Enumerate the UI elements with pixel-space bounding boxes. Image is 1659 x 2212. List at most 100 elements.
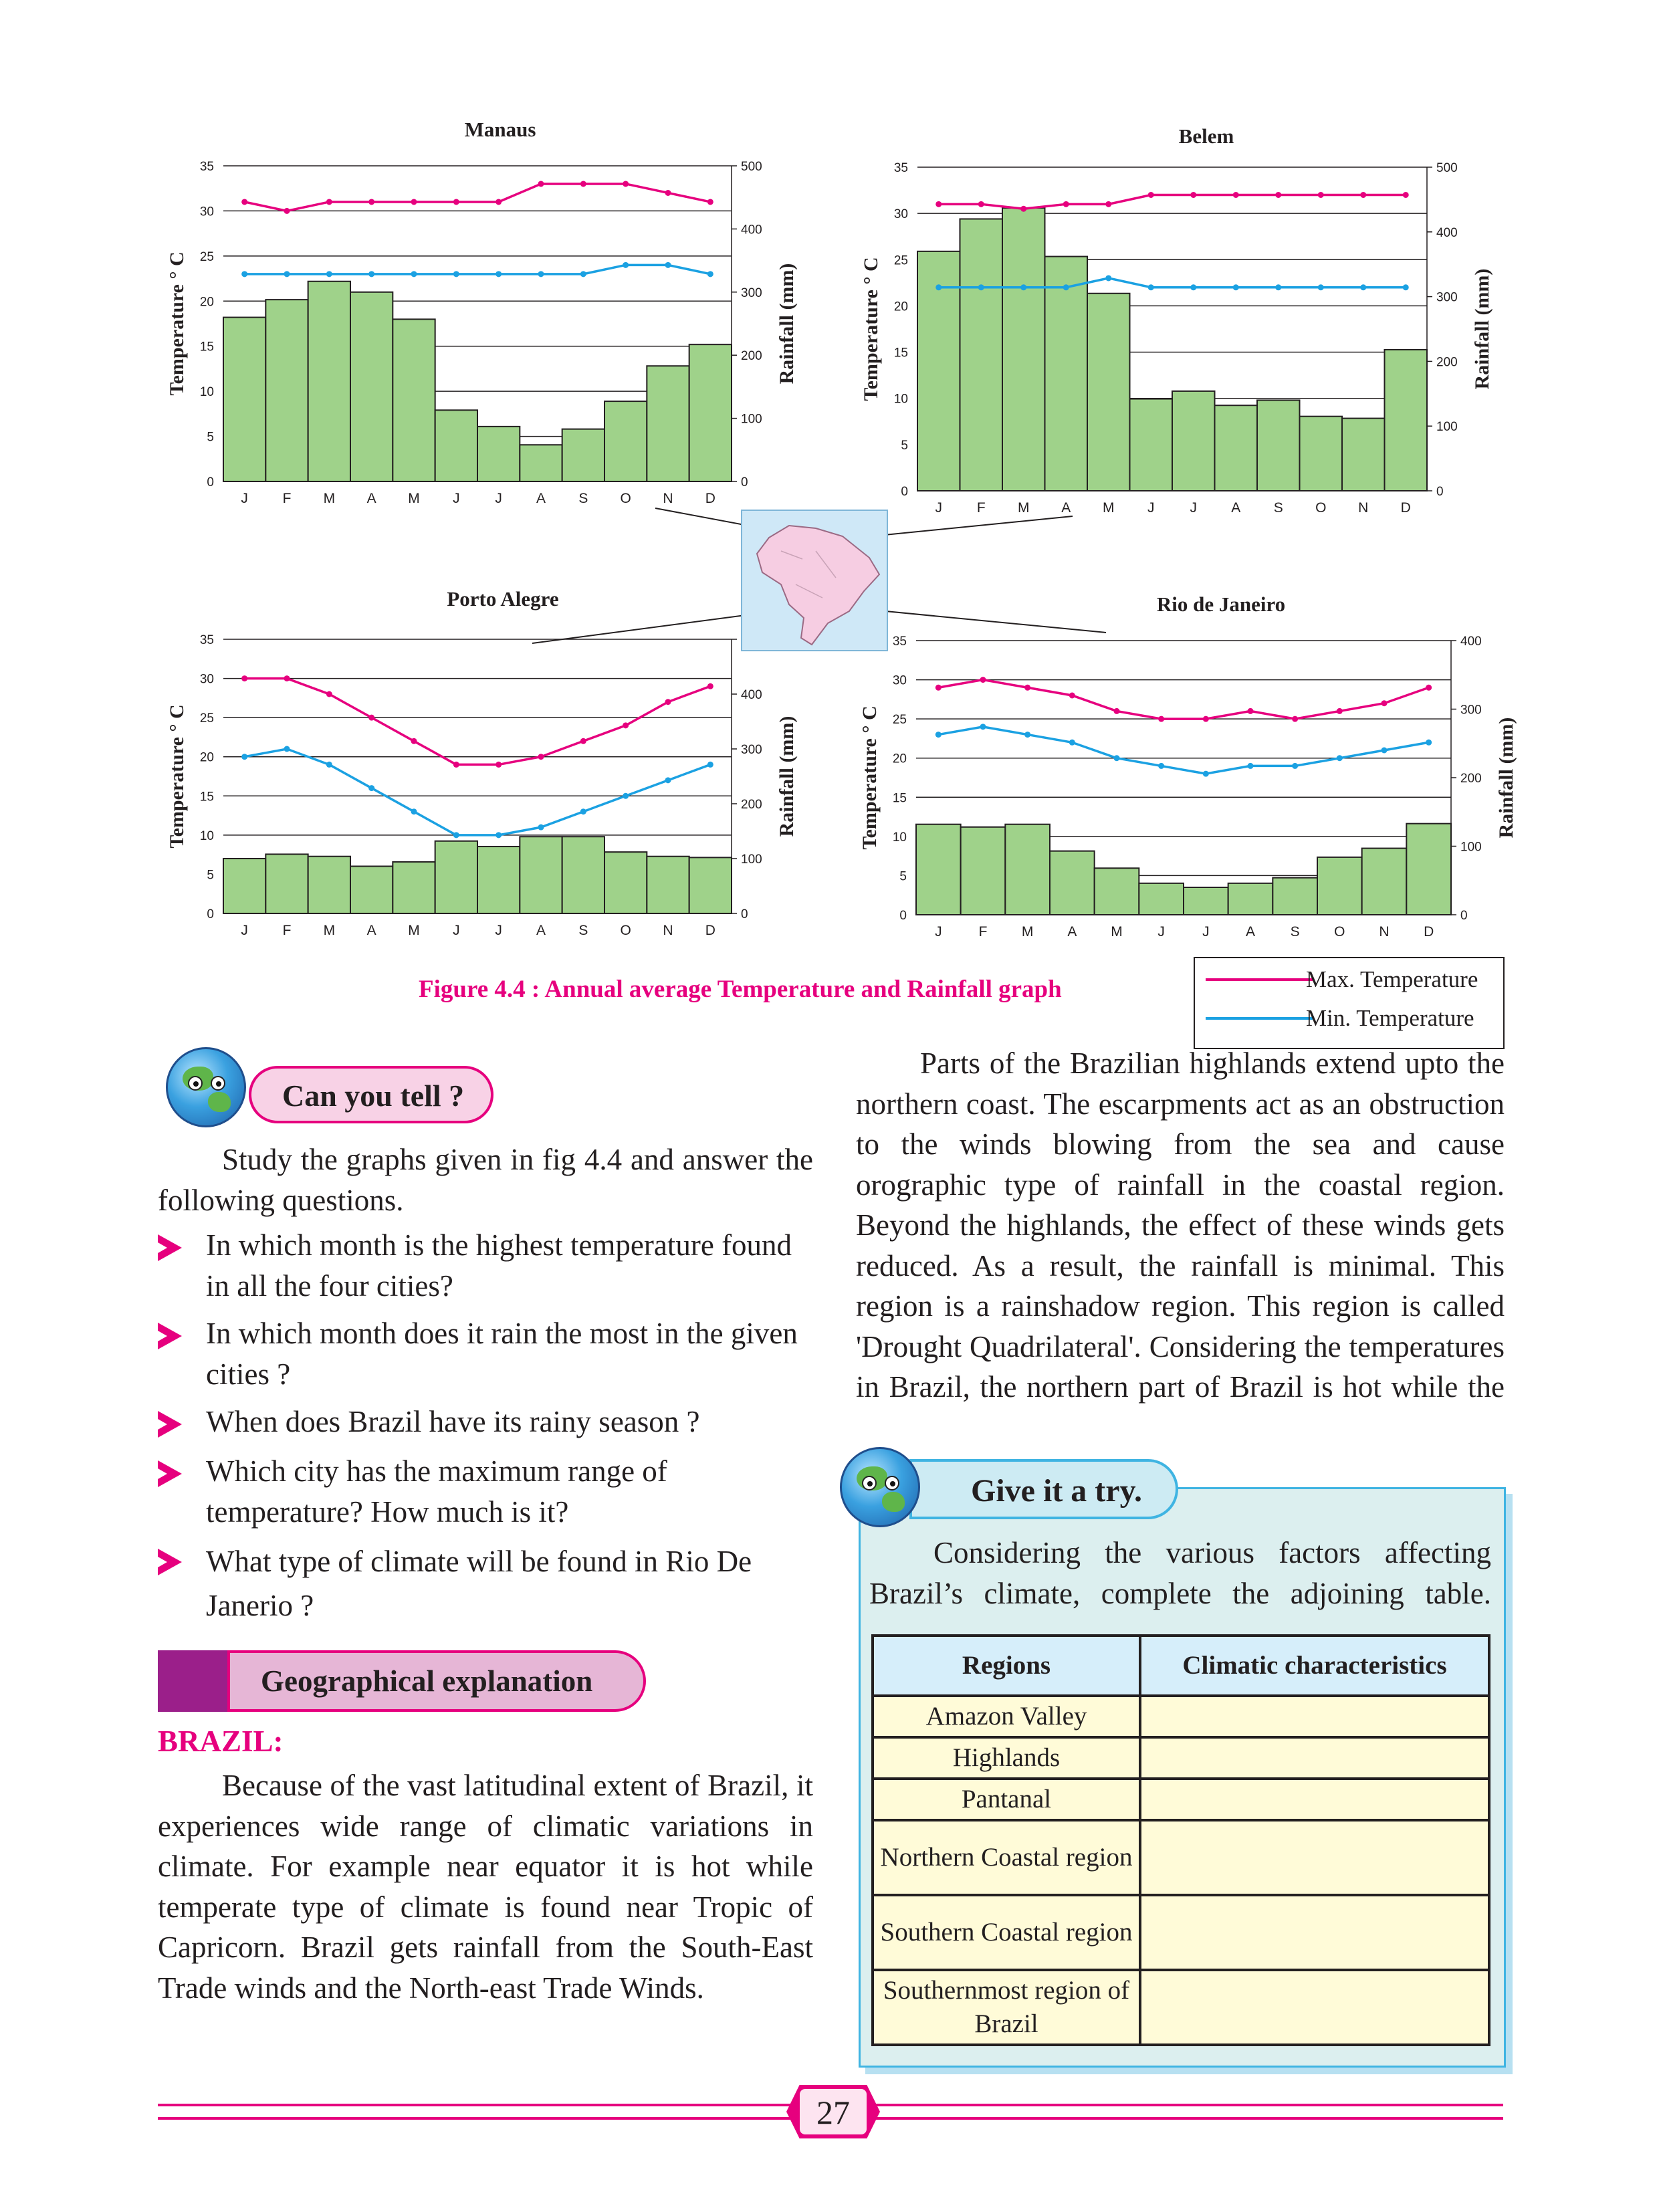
rainfall-axis-label: Rainfall (mm) (1471, 269, 1493, 390)
month-tick-label: O (620, 491, 631, 506)
climatic-cell[interactable] (1139, 1694, 1490, 1739)
min-temp-point (411, 808, 417, 815)
max-temp-line (938, 678, 1430, 720)
climatic-cell[interactable] (1139, 1819, 1490, 1896)
min-temp-point (1113, 755, 1120, 762)
rainfall-bar (688, 344, 732, 482)
temp-tick-label: 30 (200, 205, 214, 219)
month-tick-label: J (1190, 500, 1198, 516)
climatic-cell[interactable] (1139, 1969, 1490, 2046)
max-temp-point (241, 675, 248, 682)
max-temp-point (1426, 684, 1432, 691)
max-temp-point (368, 714, 375, 721)
rainfall-bar (519, 444, 563, 482)
month-tick-label: J (495, 923, 502, 938)
max-temp-point (1317, 191, 1324, 198)
temp-tick-label: 5 (207, 868, 214, 882)
chart-title-manaus: Manaus (464, 118, 536, 141)
bullet-arrow-icon (158, 1460, 182, 1487)
min-temp-point (241, 754, 248, 760)
min-temp-point (665, 777, 671, 784)
question-3: When does Brazil have its rainy season ? (206, 1405, 700, 1438)
globe-mascot-icon (166, 1047, 246, 1127)
min-temp-point (411, 271, 417, 278)
min-temp-point (1190, 284, 1197, 291)
bullet-arrow-icon (158, 1234, 182, 1261)
table-row: Northern Coastal region (871, 1819, 1490, 1896)
min-temp-point (580, 808, 586, 815)
max-temp-point (284, 207, 290, 214)
max-temp-point (453, 199, 459, 205)
min-temp-point (453, 832, 459, 839)
chart-legend: Max. Temperature Min. Temperature (1194, 957, 1505, 1049)
region-cell: Northern Coastal region (871, 1819, 1141, 1896)
rainfall-bar (1093, 867, 1140, 916)
min-temp-point (978, 284, 984, 291)
region-cell: Southernmost region of Brazil (871, 1969, 1141, 2046)
temp-tick-label: 20 (200, 751, 214, 765)
legend-min-line (1206, 1017, 1313, 1020)
give-it-a-try-label: Give it a try. (971, 1473, 1142, 1509)
question-2: In which month does it rain the most in … (206, 1317, 798, 1391)
rain-tick-label: 200 (741, 349, 762, 363)
rainfall-axis-label: Rainfall (mm) (776, 263, 798, 384)
table-header-row: Regions Climatic characteristics (871, 1634, 1490, 1697)
rainfall-bar (1087, 292, 1131, 491)
min-temp-point (453, 271, 459, 278)
temp-tick-label: 10 (893, 831, 907, 845)
climatic-cell[interactable] (1139, 1894, 1490, 1971)
max-temp-point (1147, 191, 1154, 198)
month-tick-label: A (1231, 500, 1240, 516)
rainfall-bar (350, 291, 394, 482)
climatic-cell[interactable] (1139, 1777, 1490, 1821)
month-tick-label: J (453, 491, 460, 506)
rainfall-bar (265, 853, 309, 914)
rain-tick-label: 200 (1460, 772, 1482, 786)
temp-tick-label: 0 (899, 909, 907, 923)
legend-max-line (1206, 978, 1313, 981)
max-temp-point (495, 761, 502, 768)
max-temp-point (707, 683, 713, 689)
max-temp-point (1105, 201, 1112, 207)
region-cell: Southern Coastal region (871, 1894, 1141, 1971)
bullet-arrow-icon (158, 1411, 182, 1438)
region-cell: Amazon Valley (871, 1694, 1141, 1739)
min-temp-point (326, 271, 332, 278)
chart-title-porto-alegre: Porto Alegre (447, 587, 559, 611)
give-it-a-try-tab: Give it a try. (909, 1459, 1178, 1519)
month-tick-label: M (1022, 924, 1034, 939)
rainfall-bar (1183, 887, 1229, 915)
min-temp-point (368, 785, 375, 792)
rainfall-bar (646, 855, 690, 914)
max-temp-point (935, 684, 942, 691)
min-temp-point (935, 284, 942, 291)
rainfall-bar (434, 840, 479, 915)
rainfall-bar (1341, 417, 1386, 491)
rainfall-bar (1049, 850, 1095, 916)
rain-tick-label: 400 (1460, 635, 1482, 649)
page-number: 27 (800, 2089, 867, 2134)
can-you-tell-badge: Can you tell ? (249, 1066, 493, 1123)
temperature-axis-label: Temperature ° C (859, 705, 881, 849)
globe-mascot-icon (840, 1447, 920, 1527)
table-row: Pantanal (871, 1777, 1490, 1821)
min-temp-point (935, 732, 942, 738)
max-temp-line (244, 183, 711, 213)
temp-tick-label: 25 (893, 713, 907, 727)
min-temp-point (1232, 284, 1239, 291)
month-tick-label: O (1334, 924, 1345, 939)
min-temp-point (1426, 739, 1432, 746)
max-temp-point (665, 189, 671, 196)
month-tick-label: S (578, 923, 588, 938)
month-tick-label: A (1067, 924, 1077, 939)
climatic-cell[interactable] (1139, 1736, 1490, 1780)
max-temp-point (980, 677, 986, 683)
geo-badge: Geographical explanation (227, 1650, 646, 1712)
rainfall-bar (1361, 847, 1408, 915)
rain-tick-label: 400 (741, 688, 762, 702)
rainfall-bar (1384, 348, 1428, 492)
max-temp-point (935, 201, 942, 207)
temp-tick-label: 15 (200, 790, 214, 804)
min-temp-point (1292, 762, 1299, 769)
rainfall-bar (561, 836, 606, 914)
